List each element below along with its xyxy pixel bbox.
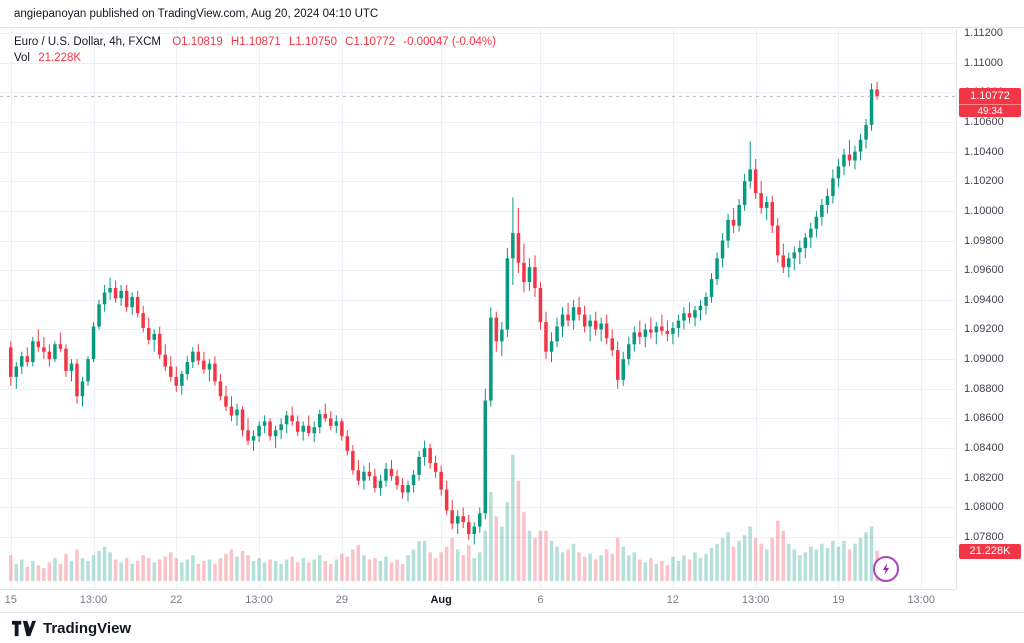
price-scale-label: 1.11000 [964, 56, 1003, 69]
chart-frame: Euro / U.S. Dollar, 4h, FXCM O1.10819 H1… [0, 27, 1024, 612]
attribution-bar: angiepanoyan published on TradingView.co… [0, 0, 1024, 28]
price-scale-label: 1.08800 [964, 382, 1004, 395]
ohlc-values: O1.10819 H1.10871 L1.10750 C1.10772 -0.0… [172, 36, 501, 48]
footer-bar: TradingView [0, 612, 1024, 643]
time-axis-label: 12 [666, 594, 680, 606]
time-axis-label: 19 [832, 594, 845, 606]
price-scale-label: 1.09800 [964, 234, 1004, 247]
price-scale-label: 1.09000 [964, 353, 1004, 366]
price-scale[interactable]: 1.10772 49:34 21.228K 1.11200 1.11000 1.10… [956, 27, 1024, 589]
volume-series [9, 454, 879, 581]
price-scale-label: 1.10000 [964, 204, 1004, 217]
price-scale-label: 1.09200 [964, 323, 1004, 336]
change-value: -0.00047 (-0.04%) [403, 36, 496, 48]
time-axis-label: 29 [335, 594, 348, 606]
price-scale-label: 1.10600 [964, 115, 1004, 128]
time-axis-label: 13:00 [79, 594, 108, 606]
time-axis-label: 13:00 [245, 594, 273, 606]
bar-countdown-badge: 49:34 [959, 104, 1021, 118]
flash-publish-button[interactable] [873, 556, 899, 582]
open-value: O1.10819 [172, 36, 223, 48]
price-scale-label: 1.08400 [964, 442, 1004, 455]
close-value: C1.10772 [345, 36, 396, 48]
candle-series [9, 81, 879, 545]
tradingview-logo-icon[interactable] [12, 620, 36, 637]
time-axis-label: 13:00 [741, 594, 770, 606]
lightning-icon [882, 563, 890, 575]
time-axis-label: 22 [170, 594, 183, 606]
time-axis-label: 6 [537, 594, 544, 606]
price-scale-label: 1.07800 [964, 531, 1004, 543]
high-value: H1.10871 [230, 36, 281, 48]
volume-badge: 21.228K [959, 543, 1021, 559]
time-axis[interactable]: 15 13:00 22 13:00 29 Aug 6 12 13:00 19 13:00 [0, 589, 956, 612]
chart-legend: Euro / U.S. Dollar, 4h, FXCM O1.10819 H1… [14, 34, 501, 66]
price-scale-label: 1.09600 [964, 264, 1004, 277]
low-value: L1.10750 [289, 36, 337, 48]
price-scale-label: 1.08000 [964, 501, 1004, 514]
tradingview-wordmark[interactable]: TradingView [43, 619, 132, 637]
time-axis-label: 15 [4, 594, 17, 606]
price-scale-label: 1.11200 [964, 27, 1003, 39]
price-scale-label: 1.10200 [964, 175, 1004, 188]
last-price-badge: 1.10772 [959, 88, 1021, 105]
price-scale-label: 1.08600 [964, 412, 1004, 425]
attribution-text: angiepanoyan published on TradingView.co… [14, 8, 379, 20]
time-axis-label: Aug [430, 594, 452, 606]
symbol-title: Euro / U.S. Dollar, 4h, FXCM [14, 36, 161, 48]
volume-label: Vol [14, 52, 30, 64]
candlestick-chart-canvas[interactable] [0, 29, 955, 589]
price-scale-label: 1.09400 [964, 293, 1004, 306]
volume-value: 21.228K [38, 52, 82, 64]
price-scale-label: 1.08200 [964, 471, 1004, 484]
price-scale-label: 1.10400 [964, 145, 1004, 158]
time-axis-label: 13:00 [907, 594, 935, 606]
